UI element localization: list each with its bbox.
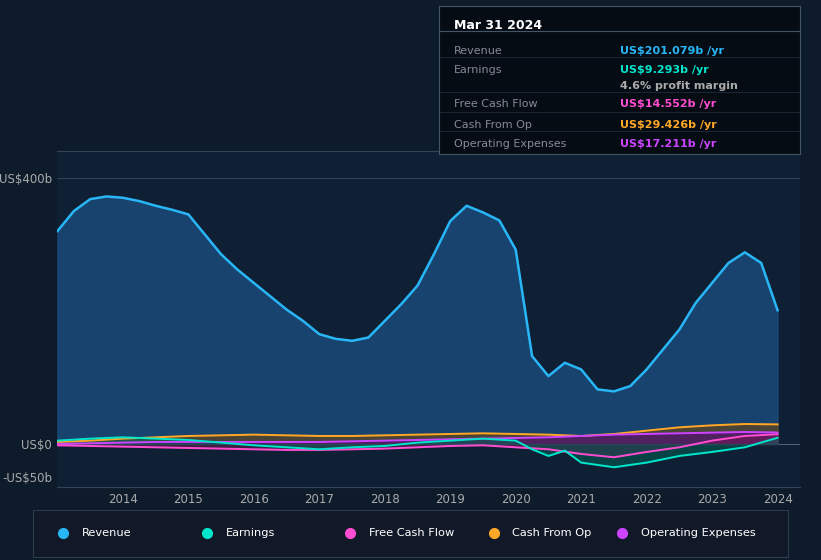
Text: Cash From Op: Cash From Op — [454, 120, 531, 130]
Text: US$9.293b /yr: US$9.293b /yr — [620, 65, 709, 75]
Text: Revenue: Revenue — [82, 529, 131, 538]
Text: Earnings: Earnings — [454, 65, 502, 75]
Text: Operating Expenses: Operating Expenses — [454, 139, 566, 149]
Text: Cash From Op: Cash From Op — [512, 529, 592, 538]
Text: Free Cash Flow: Free Cash Flow — [454, 99, 537, 109]
Text: Mar 31 2024: Mar 31 2024 — [454, 19, 542, 32]
Text: Revenue: Revenue — [454, 46, 502, 55]
Text: US$17.211b /yr: US$17.211b /yr — [620, 139, 716, 149]
Text: 4.6% profit margin: 4.6% profit margin — [620, 81, 738, 91]
Text: Operating Expenses: Operating Expenses — [641, 529, 755, 538]
Text: Earnings: Earnings — [226, 529, 275, 538]
Text: US$29.426b /yr: US$29.426b /yr — [620, 120, 717, 130]
Text: US$201.079b /yr: US$201.079b /yr — [620, 46, 724, 55]
Text: US$14.552b /yr: US$14.552b /yr — [620, 99, 716, 109]
Text: Free Cash Flow: Free Cash Flow — [369, 529, 454, 538]
